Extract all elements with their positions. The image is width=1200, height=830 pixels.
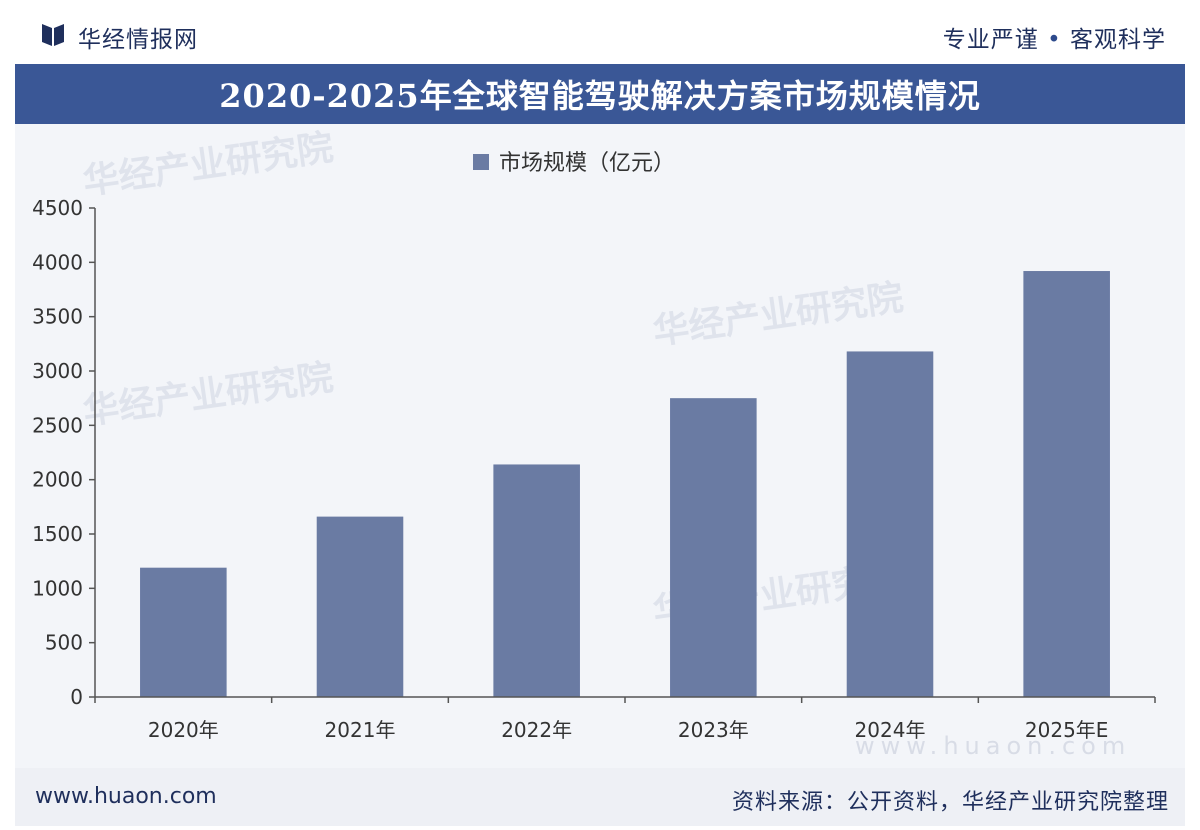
- y-tick-label: 2500: [32, 413, 83, 437]
- bar-2022年: [493, 464, 580, 697]
- data-source: 资料来源：公开资料，华经产业研究院整理: [731, 790, 1169, 815]
- chart-title-bar: 2020-2025年全球智能驾驶解决方案市场规模情况: [15, 64, 1185, 124]
- bar-2024年: [846, 351, 934, 697]
- y-tick-label: 4000: [32, 250, 83, 274]
- bar-chart: 华经产业研究院华经产业研究院华经产业研究院华经产业研究院www.huaon.co…: [32, 127, 1156, 760]
- watermarks: 华经产业研究院华经产业研究院华经产业研究院华经产业研究院www.huaon.co…: [81, 127, 1131, 760]
- x-tick-label: 2023年: [678, 718, 749, 742]
- watermark-url: www.huaon.com: [855, 732, 1131, 760]
- slogan-left: 专业严谨: [942, 27, 1039, 53]
- x-tick-label: 2024年: [855, 718, 926, 742]
- bar-2021年: [316, 516, 404, 697]
- watermark-text: 华经产业研究院: [81, 357, 336, 433]
- bar-2023年: [670, 398, 757, 697]
- y-tick-label: 3500: [32, 305, 83, 329]
- legend-swatch: [473, 154, 489, 170]
- y-tick-label: 0: [70, 685, 83, 709]
- x-tick-label: 2020年: [148, 718, 219, 742]
- y-tick-label: 1500: [32, 522, 83, 546]
- x-tick-label: 2022年: [501, 718, 572, 742]
- x-tick-label: 2025年E: [1025, 718, 1109, 742]
- chart-title: 2020-2025年全球智能驾驶解决方案市场规模情况: [219, 77, 981, 115]
- y-tick-label: 2000: [32, 468, 83, 492]
- huajing-logo-icon: [42, 24, 64, 46]
- bar-2020年: [140, 567, 227, 697]
- x-tick-label: 2021年: [325, 718, 396, 742]
- footer: www.huaon.com 资料来源：公开资料，华经产业研究院整理: [15, 768, 1185, 826]
- y-tick-label: 4500: [32, 196, 83, 220]
- legend: 市场规模（亿元）: [473, 151, 675, 176]
- watermark-text: 华经产业研究院: [81, 127, 336, 203]
- website-link[interactable]: www.huaon.com: [35, 784, 217, 809]
- slogan-dot: •: [1047, 27, 1062, 53]
- slogan: 专业严谨 • 客观科学: [943, 20, 1166, 54]
- legend-label: 市场规模（亿元）: [499, 151, 675, 176]
- y-tick-label: 1000: [32, 576, 83, 600]
- watermark-text: 华经产业研究院: [651, 277, 906, 353]
- y-tick-label: 3000: [32, 359, 83, 383]
- bars: [140, 271, 1110, 697]
- y-tick-label: 500: [45, 631, 83, 655]
- y-axis: 0 500 1000 1500 2000 2500 3000 3500 4000 4500: [32, 196, 96, 709]
- x-axis: 2020年 2021年 2022年 2023年 2024年 2025年E: [94, 696, 1156, 742]
- slogan-right: 客观科学: [1070, 27, 1166, 53]
- header: 华经情报网 专业严谨 • 客观科学: [0, 0, 1200, 62]
- chart-area: 华经产业研究院 华经产业研究院 华经产业研究院 华经产业研究院 www.huaon.co…: [15, 124, 1185, 768]
- brand-name: 华经情报网: [78, 27, 198, 53]
- bar-2025年E: [1023, 271, 1110, 697]
